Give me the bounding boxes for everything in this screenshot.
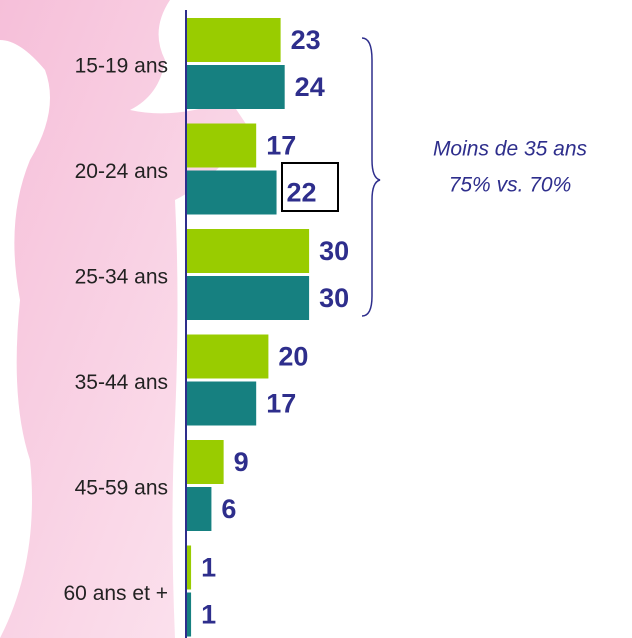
category-label: 60 ans et + xyxy=(64,582,169,605)
category-label: 25-34 ans xyxy=(75,266,168,289)
category-label: 45-59 ans xyxy=(75,477,168,500)
bar xyxy=(187,123,257,168)
bar xyxy=(187,170,277,215)
value-label: 30 xyxy=(319,236,349,266)
bar xyxy=(187,276,310,320)
value-label: 17 xyxy=(266,131,296,161)
bar xyxy=(187,334,269,379)
value-label: 1 xyxy=(201,553,216,583)
value-label: 24 xyxy=(295,72,325,102)
bar xyxy=(187,487,212,531)
bar xyxy=(187,381,257,426)
category-label: 15-19 ans xyxy=(75,55,168,78)
bar xyxy=(187,440,224,484)
value-label: 22 xyxy=(287,178,317,208)
category-label: 35-44 ans xyxy=(75,371,168,394)
value-label: 6 xyxy=(221,494,236,524)
value-label: 23 xyxy=(291,25,321,55)
bar xyxy=(187,65,285,109)
highlight-box xyxy=(281,162,339,212)
bar xyxy=(187,18,281,62)
brace xyxy=(361,37,381,317)
bar xyxy=(187,545,192,590)
value-label: 17 xyxy=(266,389,296,419)
category-label: 20-24 ans xyxy=(75,160,168,183)
annotation: Moins de 35 ans xyxy=(433,138,588,161)
value-label: 30 xyxy=(319,283,349,313)
annotation: 75% vs. 70% xyxy=(449,174,572,197)
value-label: 20 xyxy=(278,342,308,372)
value-label: 9 xyxy=(234,447,249,477)
bar xyxy=(187,229,310,273)
bar xyxy=(187,592,192,637)
value-label: 1 xyxy=(201,600,216,630)
